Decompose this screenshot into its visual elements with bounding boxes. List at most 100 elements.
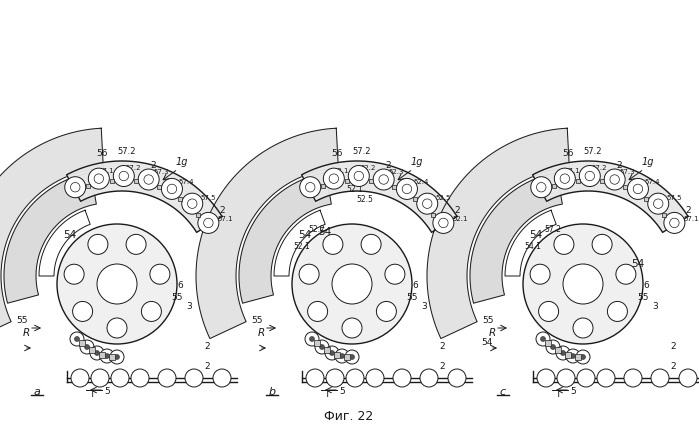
Bar [99, 352, 105, 358]
Circle shape [119, 172, 129, 181]
Circle shape [88, 235, 108, 255]
Text: 5: 5 [339, 387, 345, 395]
Polygon shape [66, 161, 222, 233]
Circle shape [537, 369, 555, 387]
Circle shape [213, 369, 231, 387]
Text: 2: 2 [685, 205, 691, 214]
Circle shape [654, 200, 663, 209]
Circle shape [366, 369, 384, 387]
Text: 55: 55 [482, 316, 493, 325]
Circle shape [633, 185, 642, 194]
Text: 2: 2 [670, 342, 676, 351]
Text: 55: 55 [16, 316, 27, 325]
Polygon shape [533, 161, 688, 233]
Text: 52.5: 52.5 [356, 194, 373, 204]
Circle shape [100, 349, 114, 363]
Text: 2: 2 [439, 362, 445, 371]
Text: 6: 6 [177, 280, 183, 289]
Circle shape [536, 332, 550, 346]
Text: 3: 3 [652, 302, 658, 311]
Circle shape [88, 169, 109, 190]
Circle shape [420, 369, 438, 387]
Text: T: T [324, 389, 330, 398]
Text: 54: 54 [481, 337, 492, 346]
Text: 1g: 1g [642, 157, 654, 167]
Circle shape [537, 183, 546, 193]
Text: 6: 6 [412, 280, 418, 289]
Bar [662, 214, 666, 218]
Circle shape [332, 264, 372, 304]
Text: 52.1: 52.1 [347, 184, 363, 194]
Text: 3: 3 [421, 302, 427, 311]
Circle shape [376, 302, 396, 322]
Circle shape [350, 355, 354, 360]
Bar [109, 354, 115, 360]
Bar [545, 340, 551, 346]
Bar [576, 179, 579, 183]
Circle shape [670, 219, 679, 228]
Bar [321, 184, 325, 188]
Circle shape [91, 369, 109, 387]
Circle shape [329, 351, 335, 356]
Circle shape [305, 183, 315, 193]
Text: 57.3: 57.3 [153, 168, 168, 174]
Text: 57.2: 57.2 [584, 147, 603, 156]
Circle shape [315, 340, 329, 354]
Text: T: T [555, 389, 561, 398]
Bar [86, 184, 90, 188]
Circle shape [292, 224, 412, 344]
Circle shape [308, 302, 328, 322]
Circle shape [138, 170, 159, 191]
Circle shape [396, 179, 417, 200]
Circle shape [323, 235, 343, 255]
Circle shape [85, 345, 89, 350]
Bar [565, 352, 571, 358]
Text: 57.1: 57.1 [684, 216, 699, 221]
Bar [345, 179, 349, 183]
Bar [134, 180, 138, 184]
Circle shape [616, 265, 636, 285]
Circle shape [198, 213, 219, 234]
Circle shape [385, 265, 405, 285]
Circle shape [113, 166, 134, 187]
Bar [575, 354, 581, 360]
Text: 57.3: 57.3 [619, 168, 635, 174]
Circle shape [523, 224, 643, 344]
Circle shape [167, 185, 177, 194]
Text: T: T [89, 389, 94, 398]
Polygon shape [0, 129, 103, 339]
Circle shape [306, 369, 324, 387]
Circle shape [75, 337, 80, 342]
Circle shape [107, 318, 127, 338]
Circle shape [326, 369, 344, 387]
Circle shape [554, 235, 574, 255]
Circle shape [539, 302, 559, 322]
Circle shape [329, 174, 338, 184]
Circle shape [71, 369, 89, 387]
Circle shape [319, 345, 324, 350]
Circle shape [305, 332, 319, 346]
Circle shape [115, 355, 120, 360]
Circle shape [340, 354, 345, 358]
Circle shape [579, 166, 600, 187]
Text: 52.5: 52.5 [435, 194, 451, 201]
Circle shape [604, 170, 625, 191]
Circle shape [664, 213, 685, 234]
Text: 57.1: 57.1 [99, 168, 115, 174]
Polygon shape [4, 173, 96, 303]
Bar [314, 340, 320, 346]
Circle shape [64, 265, 84, 285]
Circle shape [354, 172, 363, 181]
Circle shape [585, 172, 595, 181]
Text: 1g: 1g [411, 157, 424, 167]
Polygon shape [470, 173, 562, 303]
Text: 52.1: 52.1 [453, 216, 468, 221]
Circle shape [556, 346, 570, 360]
Circle shape [563, 264, 603, 304]
Circle shape [576, 350, 590, 364]
Bar [431, 214, 435, 218]
Text: 52.2: 52.2 [309, 224, 325, 233]
Circle shape [648, 194, 669, 215]
Circle shape [402, 185, 412, 194]
Text: 56: 56 [96, 149, 108, 158]
